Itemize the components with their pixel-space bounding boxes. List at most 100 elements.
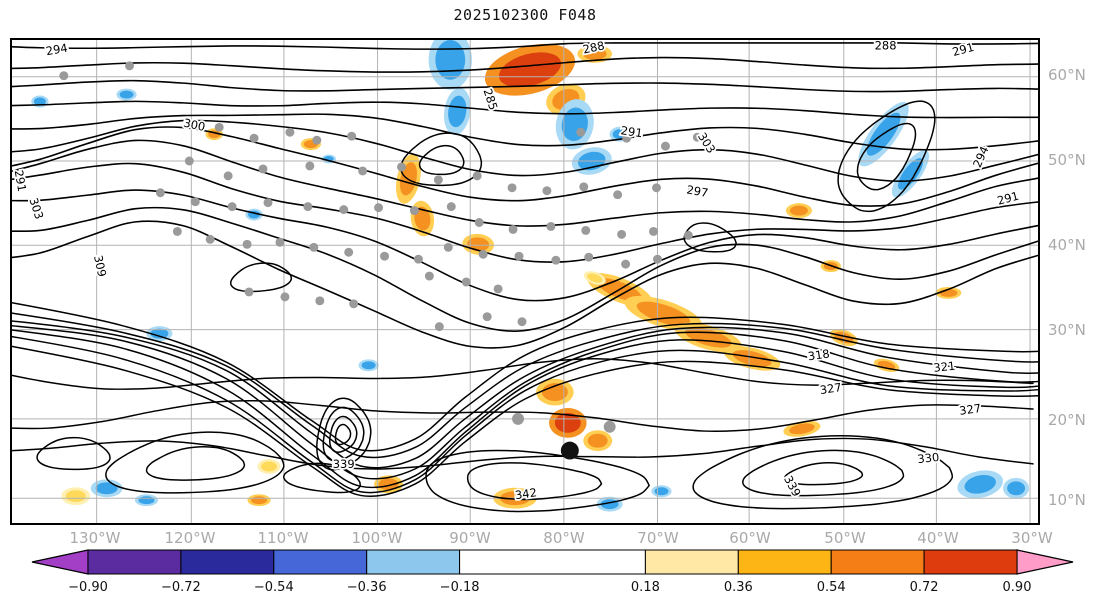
station-dot	[258, 164, 268, 174]
station-dot	[312, 135, 322, 145]
station-dot	[660, 141, 670, 151]
contour-line	[12, 220, 1038, 349]
figure-title: 2025102300 F048	[453, 6, 597, 24]
contour-line	[12, 437, 1034, 470]
anomaly-core	[138, 496, 155, 505]
anomaly-core	[636, 301, 691, 326]
anomaly-core	[789, 423, 815, 435]
colorbar-segment	[644, 549, 739, 575]
anomaly-core	[448, 95, 467, 128]
station-dot	[512, 412, 525, 425]
station-dot	[227, 202, 237, 212]
station-dot	[280, 292, 290, 302]
anomaly-core	[467, 237, 490, 252]
colorbar-tick-label: 0.72	[909, 580, 939, 595]
station-dot	[613, 190, 623, 200]
anomaly-core	[654, 487, 669, 496]
station-dot	[190, 197, 200, 207]
anomaly-core	[1007, 481, 1026, 496]
contour-line	[12, 206, 1038, 332]
station-dot	[409, 206, 419, 216]
lon-tick-label: 30°W	[1011, 529, 1053, 547]
contour-label: 300	[182, 116, 206, 134]
contour-line	[322, 406, 365, 462]
colorbar-tick-label: 0.18	[630, 580, 660, 595]
station-dot	[285, 127, 295, 137]
station-dot	[275, 237, 285, 247]
contour-line	[105, 431, 285, 494]
station-dot	[683, 230, 693, 240]
anomaly-core	[498, 52, 562, 88]
contour-label: 297	[685, 182, 709, 200]
anomaly-core	[95, 482, 118, 495]
station-dot	[223, 171, 233, 181]
anomaly-core	[65, 490, 86, 503]
anomaly-core	[582, 47, 607, 60]
station-dot	[653, 254, 662, 264]
station-dot	[576, 127, 586, 137]
lon-tick-label: 130°W	[69, 529, 121, 547]
station-dot	[443, 242, 453, 252]
lon-tick-label: 40°W	[917, 529, 959, 547]
contour-line	[12, 56, 1038, 73]
station-dot	[315, 296, 325, 306]
station-dot	[380, 251, 390, 261]
station-dot	[244, 287, 254, 297]
contour-line	[12, 302, 1038, 452]
colorbar-canvas	[31, 549, 1074, 575]
contour-line	[425, 449, 650, 513]
station-dot	[59, 71, 69, 81]
station-dot	[396, 162, 406, 172]
station-dot	[542, 186, 552, 196]
lat-tick-label: 60°N	[1048, 66, 1086, 84]
station-dot	[263, 198, 273, 208]
station-dot	[649, 226, 658, 236]
contour-line	[692, 434, 954, 510]
lon-tick-label: 90°W	[449, 529, 491, 547]
station-dot	[433, 175, 443, 185]
station-dot	[474, 218, 484, 227]
contour-label: 291	[620, 123, 644, 140]
anomaly-core	[587, 273, 603, 283]
anomaly-core	[554, 412, 581, 433]
contour-line	[12, 100, 1038, 119]
station-dot	[652, 183, 661, 193]
anomaly-core	[361, 361, 376, 370]
station-dot	[205, 234, 215, 244]
station-dot	[358, 166, 368, 176]
station-dot	[242, 239, 252, 249]
colorbar-segment	[366, 549, 461, 575]
station-dot	[581, 225, 591, 235]
anomaly-core	[587, 433, 608, 448]
contour-line	[12, 113, 1038, 151]
anomaly-core	[732, 350, 772, 367]
station-dot	[461, 277, 471, 287]
colorbar	[30, 549, 1075, 575]
station-dot	[617, 229, 627, 239]
colorbar-tick-labels: −0.90 −0.72 −0.54 −0.36 −0.18 0.18 0.36 0.54 0.7…	[30, 580, 1075, 598]
contour-line	[12, 358, 1034, 390]
anomaly-core	[261, 461, 277, 472]
colorbar-segment	[923, 549, 1018, 575]
contour-line	[12, 126, 1038, 207]
lat-tick-label: 40°N	[1048, 236, 1086, 254]
contour-line	[12, 320, 1038, 469]
contour-line	[12, 324, 1038, 480]
lon-tick-label: 60°W	[729, 529, 771, 547]
lon-tick-label: 80°W	[543, 529, 585, 547]
station-dot	[434, 322, 444, 332]
colorbar-segment	[273, 549, 368, 575]
anomaly-core	[435, 40, 466, 80]
contour-line	[12, 329, 1038, 489]
contour-line	[12, 79, 1038, 93]
station-dot	[482, 312, 492, 322]
contour-line	[466, 462, 603, 501]
contour-line	[12, 400, 1034, 432]
colorbar-tick-label: −0.36	[346, 580, 387, 595]
station-dot	[472, 171, 482, 181]
contour-label: 321	[933, 359, 956, 375]
contour-label: 288	[875, 40, 897, 52]
contour-label: 309	[91, 254, 109, 278]
